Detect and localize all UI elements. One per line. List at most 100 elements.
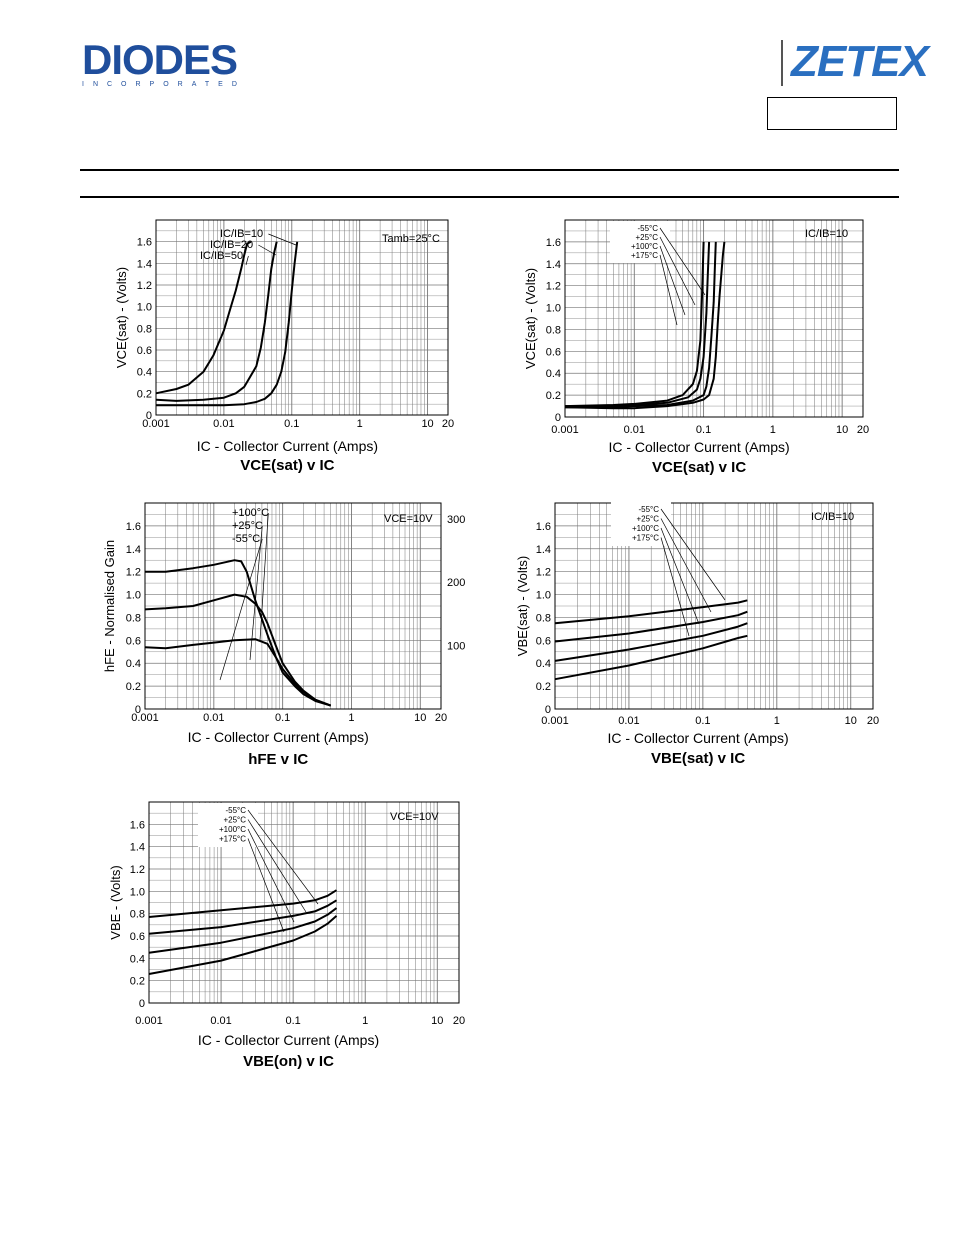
y-tick-label: 1.6 (130, 819, 145, 831)
leader-line (659, 245, 686, 316)
curve-label: +25°C (636, 515, 659, 524)
chart-title: VBE(sat) v IC (651, 750, 745, 767)
x-tick-label: 0.001 (131, 712, 159, 724)
diodes-logo-sub: INCORPORATED (82, 81, 246, 88)
y-tick-label: 0.6 (130, 931, 145, 943)
y-tick-label: 0 (135, 704, 141, 716)
plot-frame (144, 502, 442, 710)
curve-label: +100°C (232, 507, 269, 519)
series-line (554, 634, 748, 681)
diodes-logo-word: DIODES (82, 36, 238, 83)
curve-label: IC/IB=20 (210, 239, 253, 251)
zetex-logo: ZETEX (781, 40, 929, 86)
x-axis-label: IC - Collector Current (Amps) (198, 1032, 379, 1048)
y-tick-label: 0.2 (137, 388, 152, 400)
series-line (565, 241, 717, 409)
x-tick-label: 1 (774, 715, 780, 727)
leader-line (259, 512, 269, 641)
y-tick-label: 0.6 (536, 635, 551, 647)
y-tick-label: 0.6 (137, 345, 152, 357)
curve-label: +100°C (632, 524, 659, 533)
diodes-logo: DIODES INCORPORATED (82, 36, 252, 90)
y-tick-label: 1.4 (546, 259, 561, 271)
x-tick-label: 0.001 (541, 715, 569, 727)
series-line (156, 241, 299, 407)
series-line (148, 907, 338, 954)
series-line (155, 240, 252, 395)
x-tick-label: 10 (431, 1015, 443, 1027)
leader-line (245, 255, 249, 266)
leader-line (247, 838, 285, 933)
x-tick-label: 0.01 (618, 715, 639, 727)
curve-label: -55°C (232, 533, 260, 545)
y-tick-label: 1.2 (536, 567, 551, 579)
series-line (148, 915, 338, 975)
series-line (148, 889, 338, 918)
curve-label: IC/IB=50 (200, 250, 243, 262)
curve-label: +100°C (219, 825, 246, 834)
y-tick-label: 0.6 (546, 346, 561, 358)
leader-line (219, 538, 263, 681)
condition-label: VCE=10V (384, 513, 433, 525)
y-tick-label: 1.4 (536, 544, 551, 556)
part-number-box (767, 97, 897, 130)
leader-line (268, 233, 297, 246)
y-tick-label: 0.4 (546, 368, 561, 380)
chart-vbesat: 0 0.2 0.4 0.6 0.8 1.0 1.2 1.4 1.6 0.001 0.01 0.1 1 10… (515, 502, 879, 767)
curve-label: IC/IB=10 (220, 228, 263, 240)
plot-frame (554, 502, 874, 710)
chart-title: VBE(on) v IC (243, 1053, 334, 1070)
y-tick-label: 1.4 (126, 544, 141, 556)
y-axis-label: VCE(sat) - (Volts) (114, 267, 129, 368)
y-tick-label: 1.2 (546, 281, 561, 293)
y2-tick-label: 200 (447, 577, 465, 589)
x-tick-label: 10 (845, 715, 857, 727)
series-line (144, 638, 332, 707)
y-axis-label: VBE(sat) - (Volts) (515, 556, 530, 656)
y-tick-label: 1.6 (546, 237, 561, 249)
y2-tick-label: 100 (447, 641, 465, 653)
y-tick-label: 1.0 (137, 302, 152, 314)
y-tick-label: 1.0 (130, 886, 145, 898)
header-rule-bottom (80, 196, 899, 198)
x-tick-label: 0.001 (551, 424, 579, 436)
x-tick-label: 1 (348, 712, 354, 724)
y-tick-label: 0 (139, 998, 145, 1010)
series-line (564, 241, 705, 408)
x-tick-label: 20 (435, 712, 447, 724)
leader-line (247, 828, 295, 923)
y-tick-label: 1.6 (536, 521, 551, 533)
x-tick-label: 20 (453, 1015, 465, 1027)
leader-line (660, 518, 712, 613)
curve-label: +175°C (631, 251, 658, 260)
chart-title: hFE v IC (248, 751, 308, 768)
y-axis-label: VCE(sat) - (Volts) (523, 268, 538, 369)
y-tick-label: 1.4 (130, 842, 145, 854)
x-tick-label: 0.1 (696, 424, 711, 436)
x-tick-label: 1 (357, 418, 363, 430)
y-tick-label: 1.0 (546, 303, 561, 315)
x-tick-label: 0.1 (275, 712, 290, 724)
x-tick-label: 0.001 (142, 418, 170, 430)
leader-line (258, 244, 277, 256)
leader-line (660, 508, 726, 601)
curve-label: +25°C (635, 233, 658, 242)
chart-vcesat-ratio: 0 0.2 0.4 0.6 0.8 1.0 1.2 1.4 1.6 0.001 0.01 0.1 1 10… (114, 219, 454, 474)
y-tick-label: 0.2 (130, 976, 145, 988)
plot-frame (564, 219, 864, 418)
x-tick-label: 20 (867, 715, 879, 727)
chart-title: VCE(sat) v IC (240, 457, 334, 474)
y-tick-label: 0.8 (536, 612, 551, 624)
y-tick-label: 1.6 (126, 521, 141, 533)
y-axis-label: hFE - Normalised Gain (102, 540, 117, 672)
leader-line (659, 254, 678, 326)
grid (564, 220, 864, 417)
chart-vbeon: 0 0.2 0.4 0.6 0.8 1.0 1.2 1.4 1.6 0.001 0.01 0.1 1 10… (108, 801, 465, 1070)
x-tick-label: 0.01 (624, 424, 645, 436)
x-tick-label: 10 (836, 424, 848, 436)
x-tick-label: 0.1 (284, 418, 299, 430)
curve-label: -55°C (225, 806, 246, 815)
plot-frame (155, 219, 449, 416)
curve-label: +25°C (232, 520, 263, 532)
y-tick-label: 1.0 (536, 590, 551, 602)
